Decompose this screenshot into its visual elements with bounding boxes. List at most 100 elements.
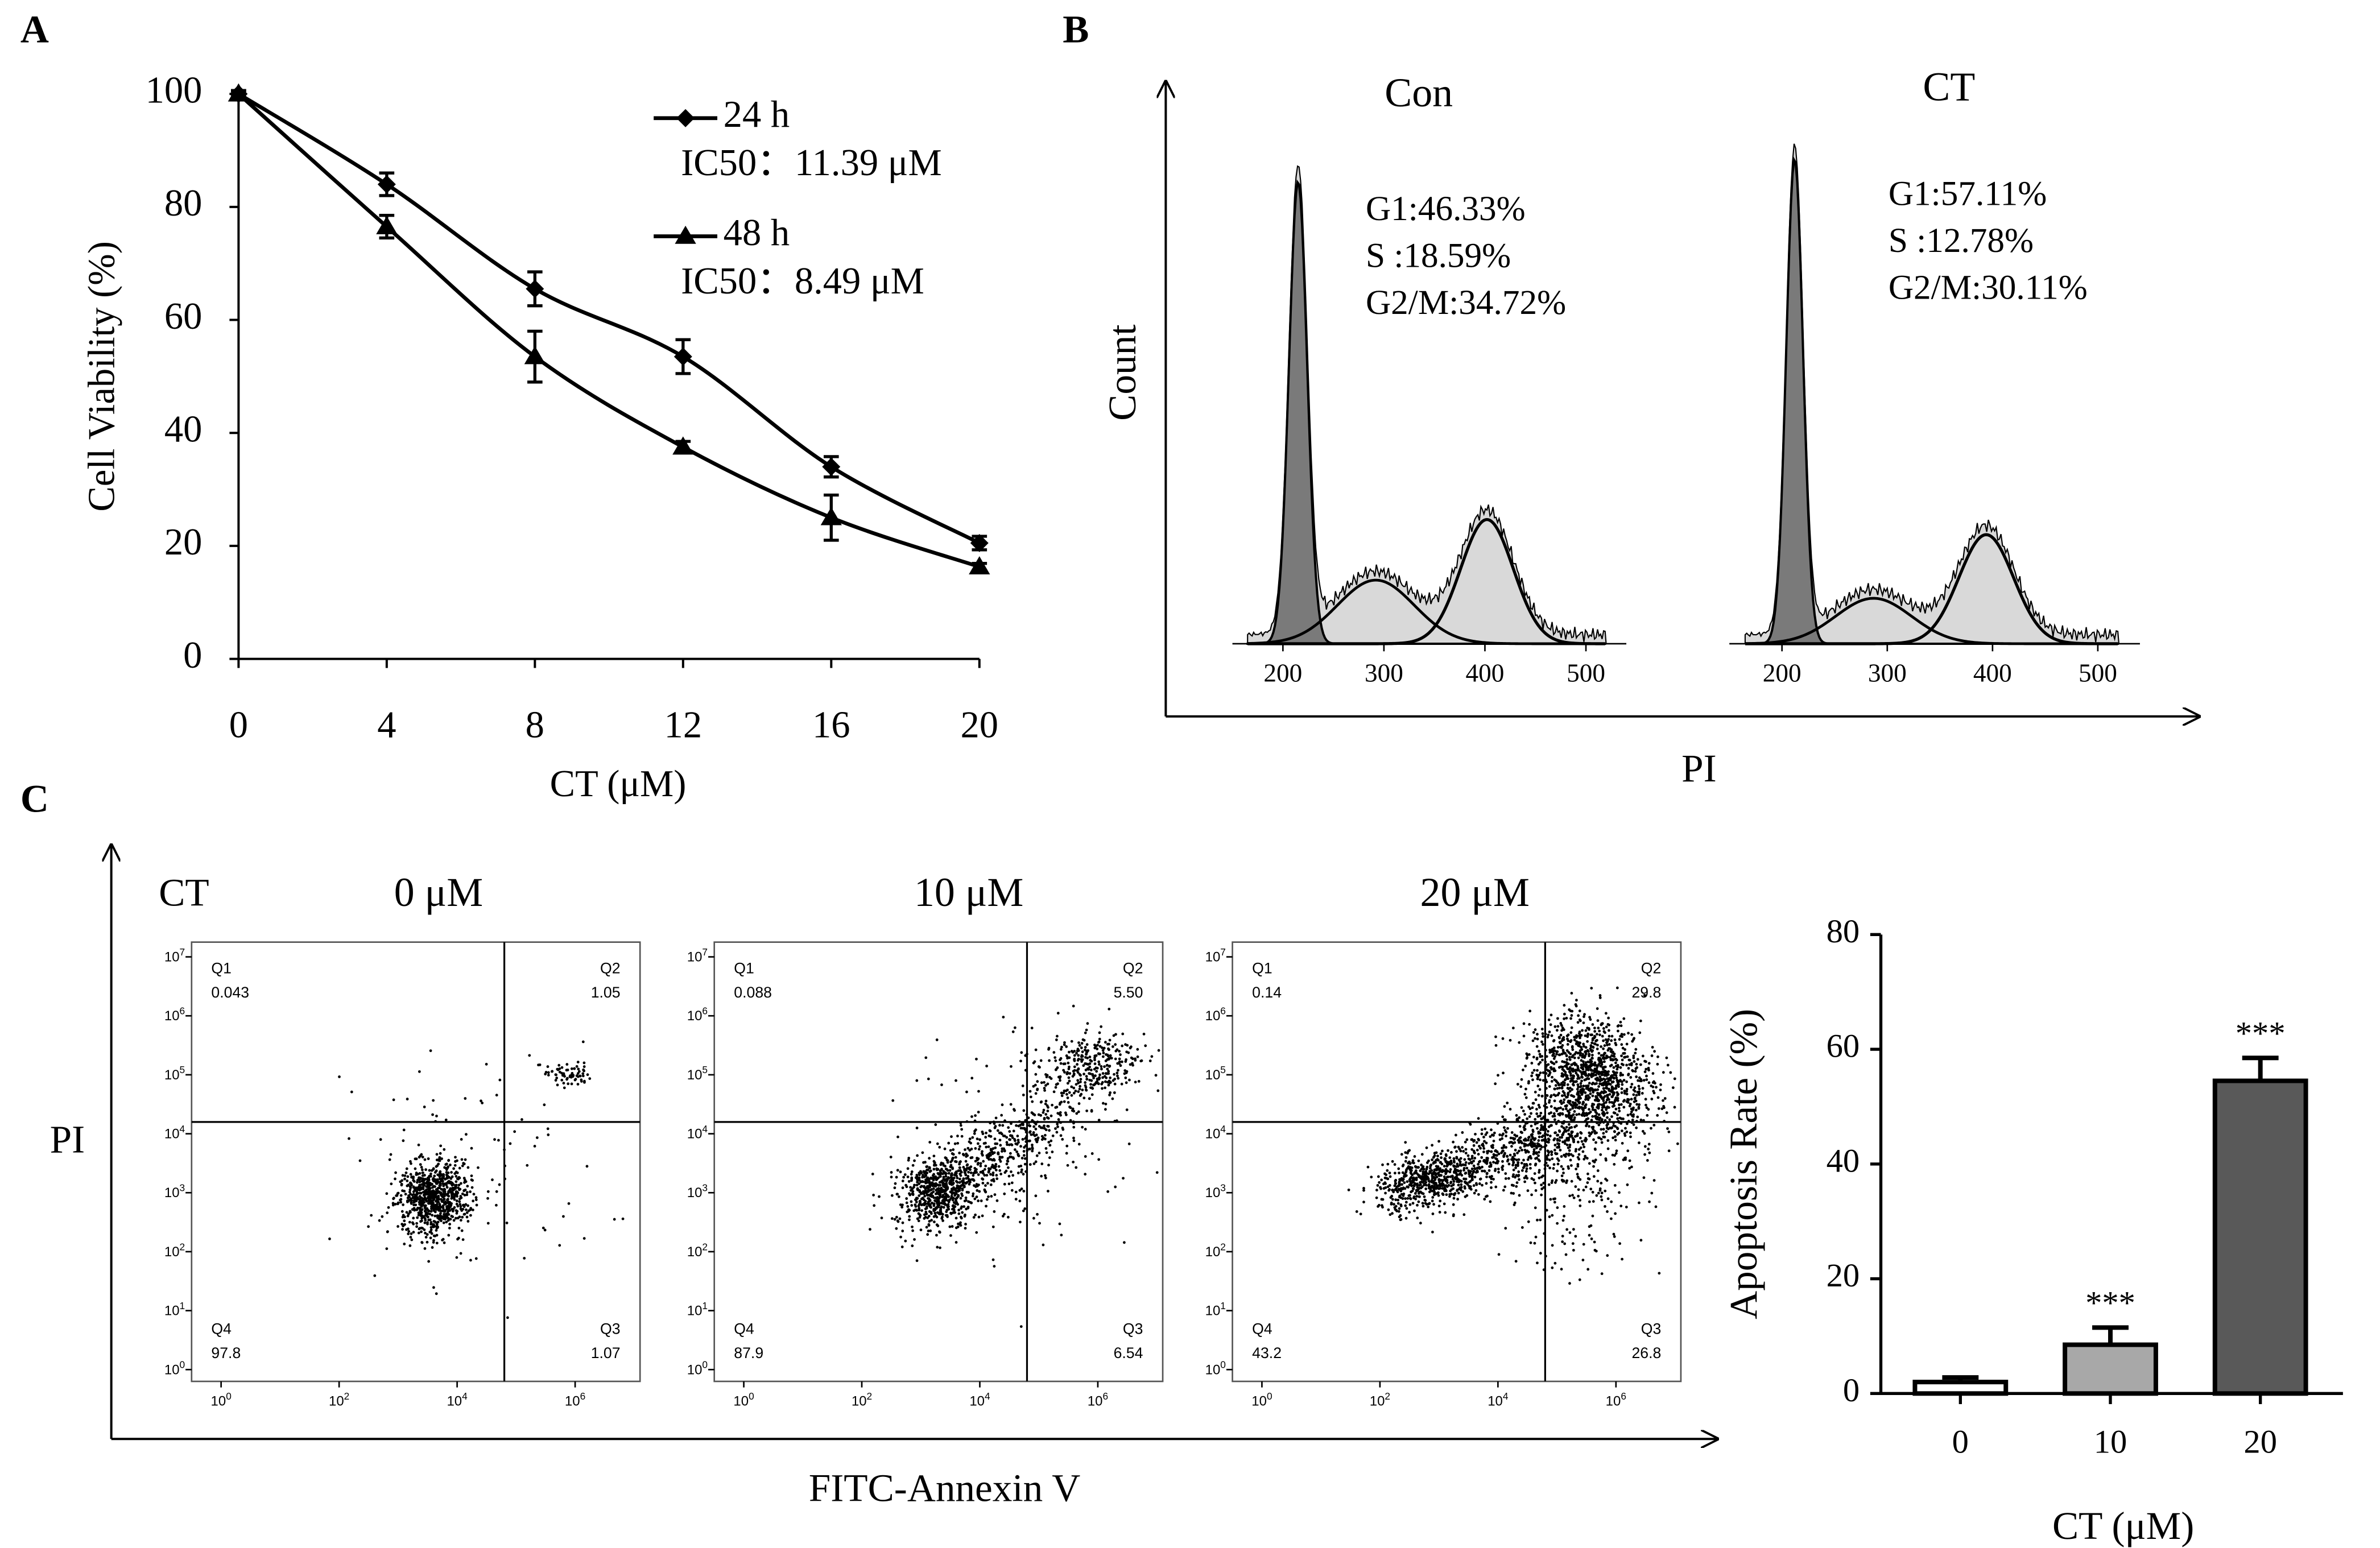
dot [1588, 1108, 1590, 1111]
dot [1600, 1103, 1604, 1107]
dot [1098, 1073, 1101, 1077]
dot [1621, 1058, 1624, 1062]
dot [1494, 1168, 1497, 1171]
dot [918, 1182, 921, 1185]
legend-label: 24 h [724, 94, 790, 135]
dot [1123, 1072, 1126, 1075]
dot [1477, 1137, 1480, 1141]
dot [1437, 1158, 1440, 1162]
dot [495, 1203, 498, 1207]
dot [1584, 1046, 1588, 1049]
marker [376, 216, 398, 234]
dot [1597, 1123, 1601, 1127]
dot [1555, 1122, 1558, 1125]
dot [1577, 1148, 1581, 1151]
y-tick-label: 102 [164, 1241, 185, 1260]
dot [958, 1181, 961, 1184]
dot [918, 1207, 921, 1210]
dot [1592, 1046, 1595, 1049]
dot [1606, 1077, 1609, 1081]
dot [1022, 1209, 1025, 1212]
dot [432, 1206, 435, 1210]
dot [923, 1176, 926, 1178]
dot [1563, 1098, 1566, 1102]
dot [1542, 1035, 1544, 1038]
dot [435, 1229, 438, 1232]
dot [1482, 1150, 1485, 1153]
marker [673, 347, 692, 366]
dot [1121, 1032, 1125, 1036]
dot [1460, 1183, 1463, 1186]
dot [1610, 1054, 1613, 1057]
dot [1529, 1166, 1532, 1170]
dot [974, 1160, 977, 1163]
dot [944, 1185, 948, 1188]
dot [1440, 1184, 1444, 1187]
dot [1156, 1089, 1160, 1092]
dot [1563, 1004, 1566, 1007]
dot [1011, 1174, 1015, 1177]
dot [1441, 1149, 1444, 1153]
dot [1662, 1071, 1665, 1074]
dot [1635, 1126, 1638, 1129]
dot [1386, 1162, 1390, 1166]
dot [1560, 1053, 1564, 1056]
dot [1656, 1114, 1659, 1117]
dot [1540, 1126, 1543, 1129]
dot [940, 1180, 943, 1183]
plot-frame [713, 941, 1164, 1383]
dot [1578, 1077, 1581, 1080]
dot [1065, 1092, 1068, 1096]
dot [1008, 1130, 1011, 1133]
quadrant-value: 6.54 [1114, 1344, 1143, 1361]
dot [418, 1207, 422, 1210]
dot [965, 1166, 969, 1170]
dot [1502, 1149, 1505, 1153]
dot [1522, 1022, 1526, 1025]
dot [1630, 1098, 1633, 1101]
dot [1085, 1075, 1088, 1078]
dot [562, 1215, 565, 1218]
dot [994, 1125, 997, 1128]
dot [1005, 1169, 1008, 1173]
dot [1072, 1125, 1076, 1129]
dot [409, 1160, 412, 1163]
dot [462, 1162, 466, 1165]
dot [429, 1210, 433, 1213]
dot [1058, 1103, 1061, 1106]
dot [432, 1195, 435, 1198]
dot [1003, 1149, 1006, 1153]
dot [438, 1159, 441, 1162]
dot [1561, 1112, 1564, 1115]
dot [1017, 1139, 1020, 1142]
marker [822, 457, 841, 476]
dot [1560, 1024, 1563, 1027]
dot [581, 1040, 585, 1044]
dot [939, 1246, 941, 1249]
dot [1430, 1169, 1433, 1172]
dot [1581, 1056, 1584, 1059]
dot [1427, 1205, 1430, 1208]
dot [955, 1216, 958, 1220]
dot [1548, 1048, 1551, 1052]
dot [1526, 1189, 1530, 1193]
dot [1619, 1103, 1623, 1106]
dot [978, 1138, 981, 1141]
dot [1384, 1191, 1387, 1195]
dot [1404, 1141, 1407, 1144]
dot [1524, 1087, 1527, 1091]
dot [968, 1178, 972, 1182]
dot [1579, 1054, 1582, 1057]
dot [921, 1151, 924, 1154]
dot [555, 1077, 559, 1079]
dot [1464, 1161, 1468, 1164]
marker [820, 507, 842, 525]
dot [950, 1194, 953, 1198]
dot [1046, 1082, 1049, 1086]
dot [1486, 1150, 1489, 1153]
dot [1447, 1149, 1449, 1152]
dot [969, 1201, 972, 1204]
dot [1581, 1103, 1584, 1106]
dot [1601, 1056, 1605, 1059]
dot [1523, 1148, 1527, 1152]
